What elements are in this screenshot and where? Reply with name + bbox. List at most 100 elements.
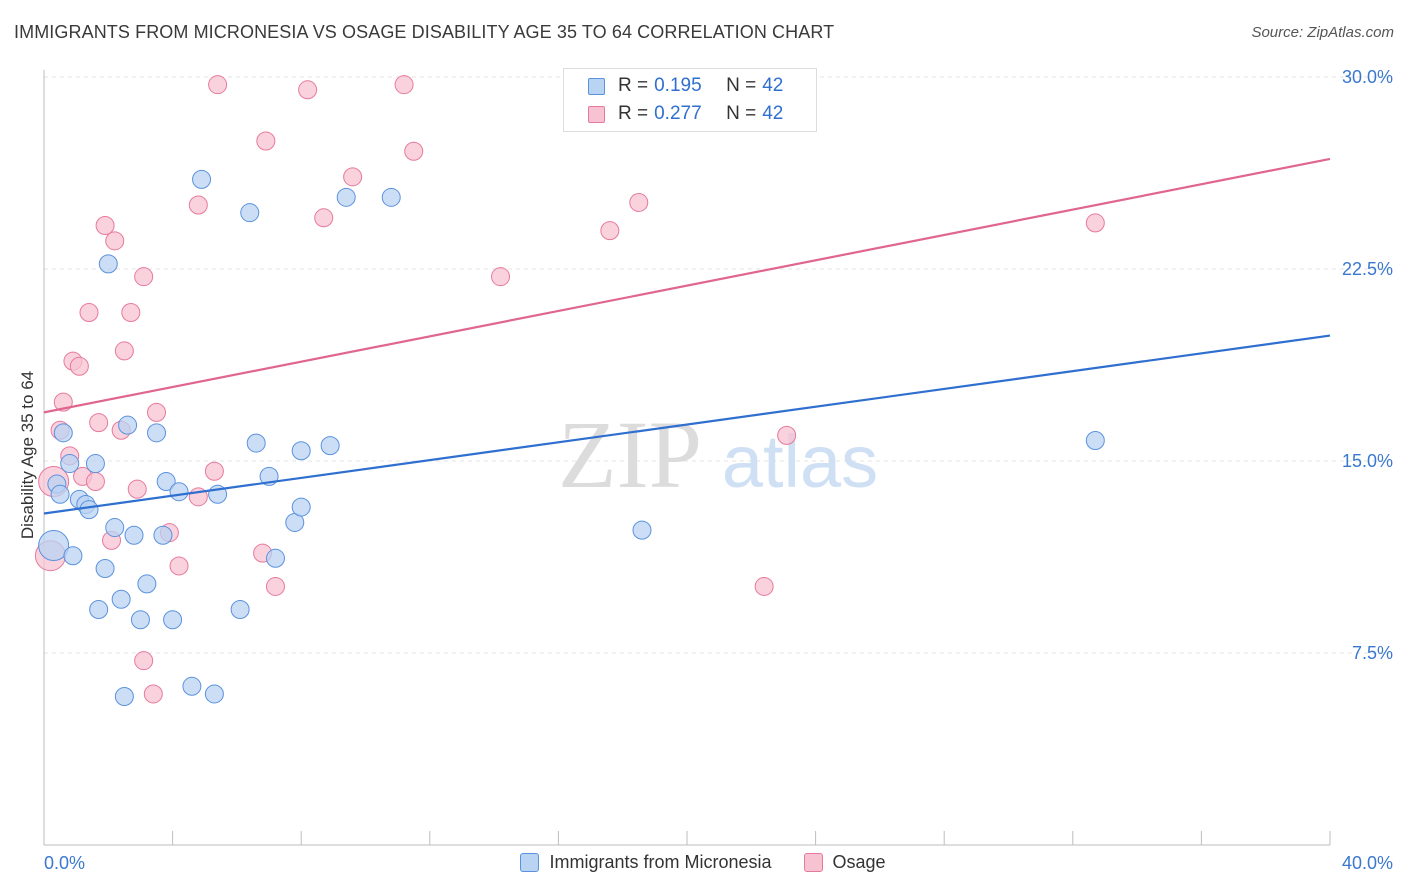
data-point-micronesia [240,203,260,223]
data-point-osage [1085,213,1105,233]
osage-n-value: 42 [762,103,784,124]
watermark-zip: ZIP [558,401,702,508]
data-point-micronesia [291,497,311,517]
data-point-micronesia [265,548,285,568]
data-point-micronesia [192,169,212,189]
data-point-osage [314,208,334,228]
data-point-micronesia [320,436,340,456]
data-point-osage [79,303,99,323]
data-point-micronesia [230,599,250,619]
stats-legend-row-osage: R = 0.277 N = 42 [588,101,783,127]
micronesia-r-value: 0.195 [654,75,702,96]
data-point-micronesia [153,525,173,545]
data-point-osage [147,402,167,422]
data-point-micronesia [163,610,183,630]
data-point-osage [265,576,285,596]
data-point-micronesia [38,529,70,561]
data-point-micronesia [105,518,125,538]
trend-line-osage [43,157,1331,414]
data-point-micronesia [137,574,157,594]
data-point-osage [404,141,424,161]
trend-lines [43,157,1331,515]
series-legend: Immigrants from Micronesia Osage [0,852,1406,873]
data-point-micronesia [111,589,131,609]
data-point-osage [89,413,109,433]
data-point-osage [127,479,147,499]
data-point-micronesia [53,423,73,443]
data-point-micronesia [156,471,176,491]
data-point-micronesia [336,187,356,207]
data-point-micronesia [130,610,150,630]
data-point-micronesia [182,676,202,696]
stats-legend-row-micronesia: R = 0.195 N = 42 [588,73,783,99]
data-point-osage [298,80,318,100]
data-point-micronesia [114,687,134,707]
data-point-micronesia [291,441,311,461]
data-point-osage [188,195,208,215]
data-point-micronesia [204,684,224,704]
data-point-micronesia [85,454,105,474]
legend-swatch-osage [803,853,823,872]
data-point-micronesia [98,254,118,274]
y-tick-label: 22.5% [1342,259,1393,279]
data-point-osage [114,341,134,361]
micronesia-n-value: 42 [762,75,784,96]
osage-swatch [588,105,605,123]
data-point-micronesia [246,433,266,453]
data-point-micronesia [381,187,401,207]
legend-swatch-micronesia [520,853,540,872]
data-point-osage [69,356,89,376]
data-point-osage [777,425,797,445]
gridlines [44,76,1390,654]
data-point-micronesia [124,525,144,545]
data-point-osage [204,461,224,481]
data-point-osage [754,576,774,596]
data-point-micronesia [169,482,189,502]
x-tick-label-min: 0.0% [44,853,85,873]
x-tick-label-max: 40.0% [1342,853,1393,873]
data-point-micronesia [632,520,652,540]
watermark-atlas: atlas [722,420,878,503]
osage-r-value: 0.277 [654,103,702,124]
data-point-osage [343,167,363,187]
data-point-micronesia [79,500,99,520]
legend-item-micronesia[interactable]: Immigrants from Micronesia [520,852,772,873]
data-point-osage [105,231,125,251]
chart-title: IMMIGRANTS FROM MICRONESIA VS OSAGE DISA… [14,22,835,42]
data-point-osage [208,75,228,95]
data-point-osage [134,651,154,671]
data-point-osage [256,131,276,151]
y-tick-label: 7.5% [1352,643,1393,663]
data-point-micronesia [89,599,109,619]
legend-label-micronesia: Immigrants from Micronesia [549,852,772,872]
data-point-micronesia [118,415,138,435]
data-point-micronesia [50,484,70,504]
micronesia-swatch [588,77,605,95]
data-point-micronesia [147,423,167,443]
data-point-osage [121,303,141,323]
stats-legend: R = 0.195 N = 42 R = 0.277 N = 42 [563,68,817,132]
y-tick-label: 15.0% [1342,451,1393,471]
data-point-micronesia [95,559,115,579]
legend-label-osage: Osage [832,852,886,872]
trend-line-micronesia [43,334,1331,515]
data-point-osage [394,75,414,95]
data-point-osage [491,267,511,287]
data-point-osage [629,192,649,212]
data-point-osage [600,221,620,241]
data-point-osage [85,471,105,491]
source-credit: Source: ZipAtlas.com [1251,24,1394,41]
legend-item-osage[interactable]: Osage [803,852,886,873]
data-point-micronesia [1085,431,1105,451]
data-point-osage [169,556,189,576]
data-points [34,75,1105,707]
data-point-osage [134,267,154,287]
data-point-micronesia [63,546,83,566]
data-point-micronesia [60,454,80,474]
tick-labels: 7.5% 15.0% 22.5% 30.0% 0.0% 40.0% [44,67,1393,873]
axes [43,70,1331,846]
data-point-osage [95,215,115,235]
y-tick-label: 30.0% [1342,67,1393,87]
data-point-osage [143,684,163,704]
